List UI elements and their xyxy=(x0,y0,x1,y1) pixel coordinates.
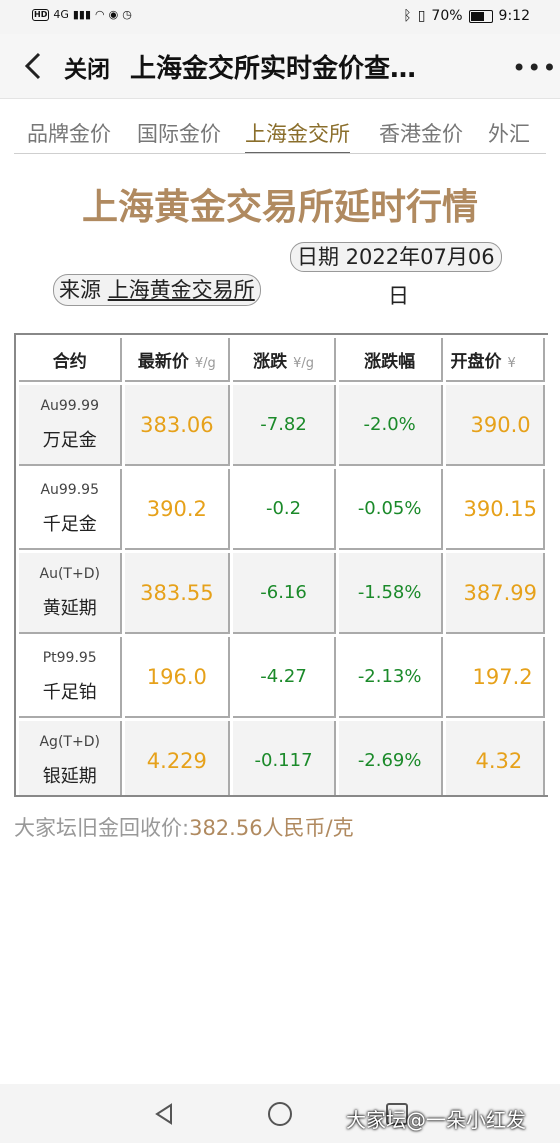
hd-icon: HD xyxy=(32,9,50,21)
tab-forex[interactable]: 外汇 xyxy=(488,122,530,146)
watermark: 大家坛@一朵小红发 xyxy=(346,1108,526,1132)
cell-change-percent: -1.58% xyxy=(338,553,443,634)
wifi-icon: ◠ xyxy=(95,8,105,21)
header-change: 涨跌 ¥/g xyxy=(233,338,336,382)
page-title: 上海金交所实时金价查… xyxy=(130,54,417,84)
cell-contract: Ag(T+D) 银延期 xyxy=(19,721,123,795)
cell-open: 4.32 xyxy=(445,721,545,795)
recycle-price: 大家坛旧金回收价:382.56人民币/克 xyxy=(14,812,354,842)
cell-latest: 196.0 xyxy=(125,637,231,718)
signal-icon: ▮▮▮ xyxy=(72,8,92,21)
status-icons: HD 4G ▮▮▮ ◠ ◉ ◷ xyxy=(32,8,132,22)
circle-home-icon[interactable] xyxy=(268,1102,292,1126)
cell-open: 387.99 xyxy=(445,553,545,634)
battery-icon xyxy=(468,9,493,23)
table-header-row: 合约 最新价 ¥/g 涨跌 ¥/g 涨跌幅 开盘价 ¥ xyxy=(19,338,545,382)
chevron-left-icon[interactable] xyxy=(22,51,46,81)
close-button[interactable]: 关闭 xyxy=(64,57,110,83)
source-label: 来源 上海黄金交易所 xyxy=(53,274,261,306)
cell-change: -0.2 xyxy=(233,469,336,550)
square-recent-icon[interactable] xyxy=(386,1103,408,1125)
source-link[interactable]: 上海黄金交易所 xyxy=(107,278,255,302)
eye-icon: ◉ xyxy=(108,8,119,21)
vibrate-icon: ▯ xyxy=(417,8,426,24)
tab-divider xyxy=(14,153,546,154)
cell-change-percent: -2.13% xyxy=(338,637,443,718)
recycle-value: 382.56人民币/克 xyxy=(189,816,354,840)
system-nav-bar xyxy=(0,1084,560,1143)
cell-change: -4.27 xyxy=(233,637,336,718)
tab-brand-gold[interactable]: 品牌金价 xyxy=(27,122,111,146)
cell-change-percent: -2.0% xyxy=(338,385,443,466)
cell-change-percent: -2.69% xyxy=(338,721,443,795)
date-tail: 日 xyxy=(388,284,409,308)
page-heading: 上海黄金交易所延时行情 xyxy=(81,187,478,228)
tab-international-gold[interactable]: 国际金价 xyxy=(137,122,221,146)
cell-change: -0.117 xyxy=(233,721,336,795)
status-right: ᛒ ▯ 70% 9:12 xyxy=(403,8,530,24)
status-bar: HD 4G ▮▮▮ ◠ ◉ ◷ ᛒ ▯ 70% 9:12 xyxy=(0,0,560,34)
clock: 9:12 xyxy=(498,8,530,24)
tab-shanghai-exchange[interactable]: 上海金交所 xyxy=(245,118,350,154)
source-prefix: 来源 xyxy=(59,278,101,302)
tab-hongkong-gold[interactable]: 香港金价 xyxy=(379,122,463,146)
header-change-percent: 涨跌幅 xyxy=(338,338,443,382)
date-text: 日期 2022年07月0 xyxy=(297,245,482,269)
cell-contract: Au(T+D) 黄延期 xyxy=(19,553,123,634)
triangle-back-icon[interactable] xyxy=(152,1102,176,1126)
cell-open: 390.0 xyxy=(445,385,545,466)
price-table[interactable]: 合约 最新价 ¥/g 涨跌 ¥/g 涨跌幅 开盘价 ¥ Au99.99 万足金 383.… xyxy=(14,333,548,797)
header-latest-price: 最新价 ¥/g xyxy=(125,338,231,382)
title-bar: 关闭 上海金交所实时金价查… ••• xyxy=(0,34,560,99)
header-open-price: 开盘价 ¥ xyxy=(445,338,545,382)
cell-latest: 383.55 xyxy=(125,553,231,634)
recycle-label: 大家坛旧金回收价: xyxy=(14,816,190,840)
cell-latest: 4.229 xyxy=(125,721,231,795)
table-row: Au(T+D) 黄延期 383.55 -6.16 -1.58% 387.99 xyxy=(19,553,545,634)
more-dots-icon[interactable]: ••• xyxy=(512,54,558,82)
header-contract: 合约 xyxy=(19,338,123,382)
table-row: Pt99.95 千足铂 196.0 -4.27 -2.13% 197.2 xyxy=(19,637,545,718)
alarm-icon: ◷ xyxy=(122,8,132,21)
cell-latest: 383.06 xyxy=(125,385,231,466)
cell-contract: Au99.99 万足金 xyxy=(19,385,123,466)
table-row: Au99.99 万足金 383.06 -7.82 -2.0% 390.0 xyxy=(19,385,545,466)
cell-change: -7.82 xyxy=(233,385,336,466)
bluetooth-icon: ᛒ xyxy=(403,8,412,24)
cell-contract: Au99.95 千足金 xyxy=(19,469,123,550)
battery-level xyxy=(470,11,484,21)
date-day-digit: 6 xyxy=(481,245,495,269)
table-row: Ag(T+D) 银延期 4.229 -0.117 -2.69% 4.32 xyxy=(19,721,545,795)
cell-latest: 390.2 xyxy=(125,469,231,550)
cell-contract: Pt99.95 千足铂 xyxy=(19,637,123,718)
cell-change-percent: -0.05% xyxy=(338,469,443,550)
tab-bar: 品牌金价 国际金价 上海金交所 香港金价 外汇 xyxy=(0,98,560,156)
network-4g-icon: 4G xyxy=(53,8,69,21)
cell-open: 390.15 xyxy=(445,469,545,550)
date-label: 日期 2022年07月06 xyxy=(290,242,502,272)
table-row: Au99.95 千足金 390.2 -0.2 -0.05% 390.15 xyxy=(19,469,545,550)
cell-open: 197.2 xyxy=(445,637,545,718)
battery-percent: 70% xyxy=(431,8,463,24)
cell-change: -6.16 xyxy=(233,553,336,634)
